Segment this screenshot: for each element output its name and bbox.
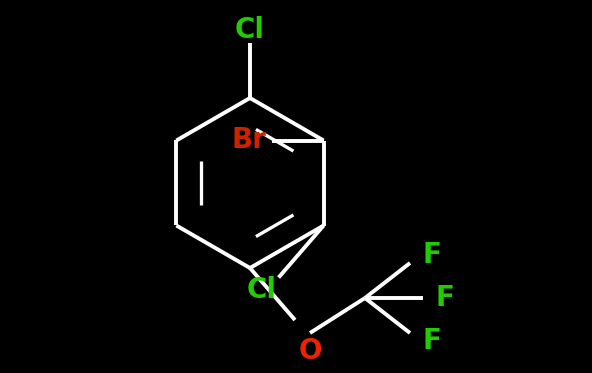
Text: F: F xyxy=(423,327,442,355)
Text: Br: Br xyxy=(231,126,266,154)
Text: F: F xyxy=(423,241,442,269)
Text: F: F xyxy=(436,284,455,312)
Text: Cl: Cl xyxy=(247,276,276,304)
Text: O: O xyxy=(298,337,321,365)
Text: Cl: Cl xyxy=(235,16,265,44)
